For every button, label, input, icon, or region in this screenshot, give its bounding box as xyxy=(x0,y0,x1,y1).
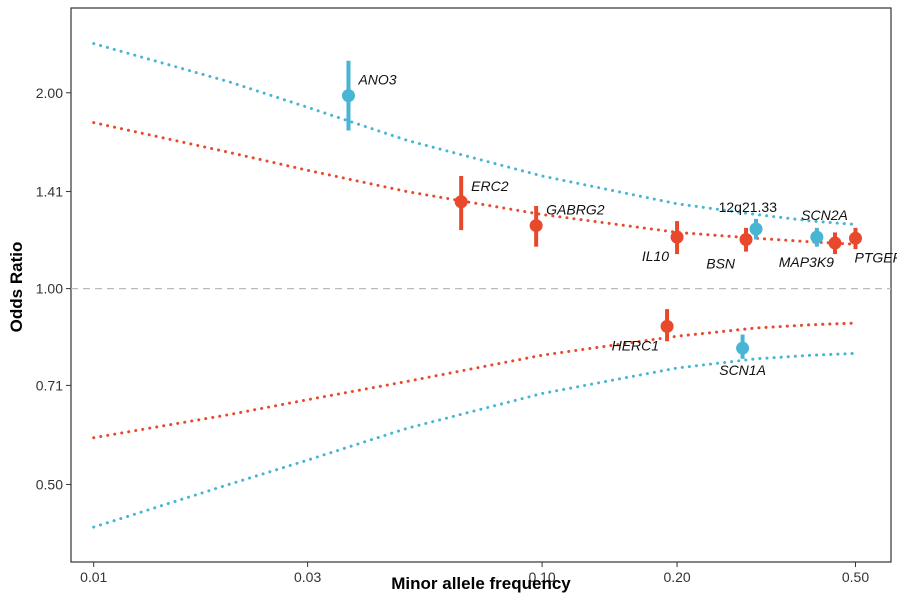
y-tick-label: 2.00 xyxy=(36,85,63,101)
snp-herc1: HERC1 xyxy=(612,309,674,353)
snp-scn1a: SCN1A xyxy=(719,334,766,378)
data-point xyxy=(848,231,862,245)
point-label: ERC2 xyxy=(471,178,509,194)
x-axis-title: Minor allele frequency xyxy=(391,574,571,593)
point-label: BSN xyxy=(706,255,736,271)
power-curve-blue xyxy=(92,351,857,529)
y-tick-label: 0.50 xyxy=(36,476,63,492)
y-tick-label: 1.41 xyxy=(36,184,63,200)
y-tick-label: 0.71 xyxy=(36,377,63,393)
snp-erc2: ERC2 xyxy=(454,175,509,231)
data-point xyxy=(739,232,753,246)
data-point xyxy=(670,230,684,244)
point-label: HERC1 xyxy=(612,337,659,353)
x-tick-label: 0.50 xyxy=(842,569,869,585)
point-label: PTGER3 xyxy=(854,249,897,265)
snp-gabrg2: GABRG2 xyxy=(529,202,605,247)
x-tick-label: 0.01 xyxy=(80,569,107,585)
power-curve-blue xyxy=(92,42,857,226)
power-curve-red xyxy=(92,121,857,246)
y-axis-title: Odds Ratio xyxy=(7,242,26,333)
snp-il10: IL10 xyxy=(642,221,684,264)
snp-ptger3: PTGER3 xyxy=(848,227,897,265)
y-tick-label: 1.00 xyxy=(36,281,63,297)
x-tick-label: 0.20 xyxy=(663,569,690,585)
point-label: MAP3K9 xyxy=(779,254,834,270)
snp-map3k9: MAP3K9 xyxy=(779,232,842,270)
x-tick-label: 0.03 xyxy=(294,569,321,585)
snp-bsn: BSN xyxy=(706,227,753,271)
data-point xyxy=(810,230,824,244)
power-curve-red xyxy=(92,321,857,440)
point-label: 12q21.33 xyxy=(719,199,778,215)
data-point xyxy=(454,195,468,209)
data-point xyxy=(529,219,543,233)
point-label: ANO3 xyxy=(357,72,396,88)
data-point xyxy=(828,236,842,250)
snp-12q21-33: 12q21.33 xyxy=(719,199,778,240)
snp-scn2a: SCN2A xyxy=(801,207,848,247)
point-label: IL10 xyxy=(642,248,669,264)
data-point xyxy=(341,89,355,103)
data-point xyxy=(749,222,763,236)
point-label: SCN1A xyxy=(719,362,766,378)
point-label: SCN2A xyxy=(801,207,848,223)
data-point xyxy=(736,341,750,355)
x-tick-label: 0.10 xyxy=(528,569,555,585)
snp-ano3: ANO3 xyxy=(341,60,397,131)
plot-panel xyxy=(70,7,892,563)
data-point xyxy=(660,319,674,333)
point-label: GABRG2 xyxy=(546,202,605,218)
